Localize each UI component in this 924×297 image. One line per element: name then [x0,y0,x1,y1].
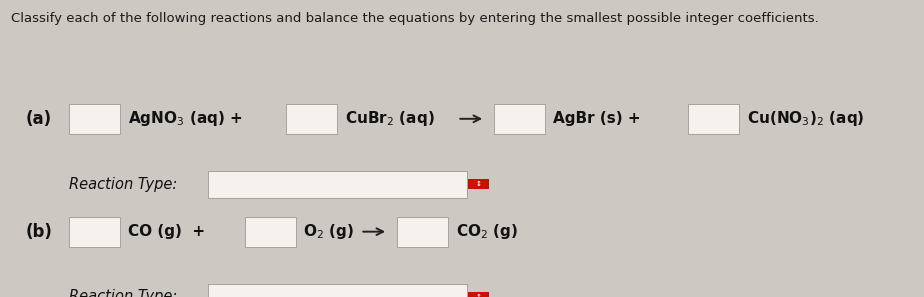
Text: CO (g)  +: CO (g) + [128,224,204,239]
Text: (b): (b) [26,223,53,241]
Bar [468,292,489,297]
Text: Reaction Type:: Reaction Type: [69,290,177,297]
Text: ↕: ↕ [476,294,481,297]
Text: Cu(NO$_3$)$_2$ (aq): Cu(NO$_3$)$_2$ (aq) [747,109,864,128]
Text: Classify each of the following reactions and balance the equations by entering t: Classify each of the following reactions… [11,12,819,25]
Bar [245,217,296,247]
Bar [494,104,545,134]
Bar [286,104,337,134]
Text: ↕: ↕ [476,181,481,187]
Bar [69,217,120,247]
Text: AgNO$_3$ (aq) +: AgNO$_3$ (aq) + [128,109,242,128]
Text: CuBr$_2$ (aq): CuBr$_2$ (aq) [345,109,434,128]
Text: CO$_2$ (g): CO$_2$ (g) [456,222,518,241]
Bar [397,217,448,247]
Bar [208,171,467,198]
Bar [69,104,120,134]
Bar [468,179,489,189]
Text: AgBr (s) +: AgBr (s) + [553,111,640,126]
Text: (a): (a) [26,110,52,128]
Bar [688,104,739,134]
Text: O$_2$ (g): O$_2$ (g) [303,222,354,241]
Bar [208,284,467,297]
Text: Reaction Type:: Reaction Type: [69,177,177,192]
